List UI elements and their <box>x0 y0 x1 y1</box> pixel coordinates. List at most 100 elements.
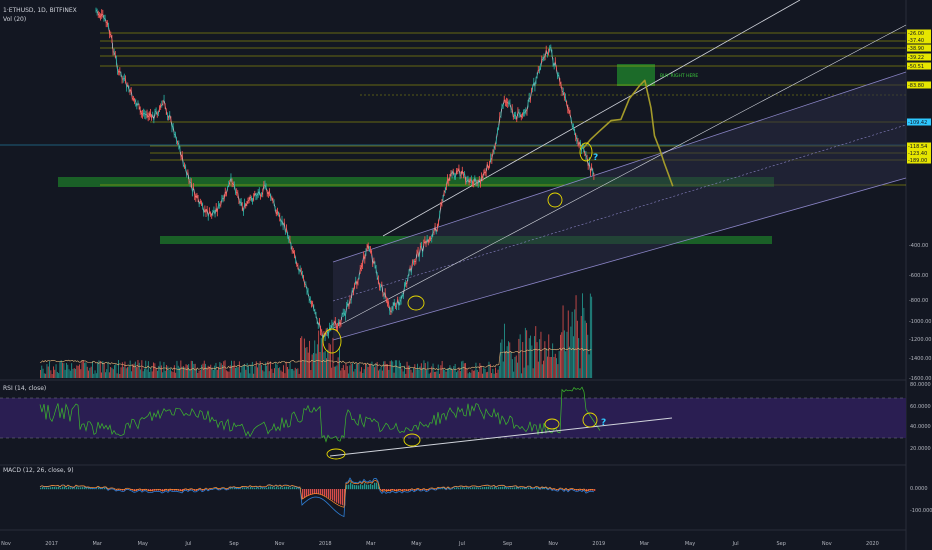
volume-bar <box>357 363 359 378</box>
macd-hist-bar <box>260 487 262 490</box>
volume-bar <box>545 348 547 378</box>
volume-bar <box>80 369 82 378</box>
volume-bar <box>406 361 408 378</box>
volume-bar <box>450 367 452 378</box>
volume-bar <box>162 372 164 378</box>
macd-hist-bar <box>520 487 522 490</box>
volume-bar <box>550 356 552 378</box>
volume-bar <box>374 367 375 378</box>
macd-hist-bar <box>484 486 486 490</box>
level-tag-text: -38.90 <box>908 46 924 52</box>
macd-hist-bar <box>278 487 280 490</box>
macd-hist-bar <box>516 487 518 490</box>
projection-path <box>582 79 674 187</box>
volume-bar <box>423 360 425 378</box>
volume-bar <box>591 296 593 378</box>
volume-bar <box>149 371 151 378</box>
volume-bar <box>432 363 434 378</box>
volume-bar <box>72 368 74 378</box>
volume-bar <box>445 371 447 378</box>
volume-bar <box>449 365 451 378</box>
volume-bar <box>582 293 583 378</box>
macd-hist-bar <box>118 489 120 491</box>
macd-hist-bar <box>208 489 210 491</box>
volume-bar <box>262 370 264 378</box>
volume-bar <box>318 330 320 378</box>
volume-bar <box>436 371 438 378</box>
volume-bar <box>150 367 152 378</box>
volume-bar <box>535 326 537 378</box>
volume-bar <box>495 367 496 378</box>
macd-hist-bar <box>66 487 68 490</box>
volume-bar <box>67 364 69 378</box>
volume-bar <box>235 367 236 378</box>
volume-bar <box>236 367 238 378</box>
volume-bar <box>298 373 300 378</box>
macd-legend: MACD (12, 26, close, 9) <box>3 467 74 474</box>
volume-bar <box>223 361 225 378</box>
volume-bar <box>207 365 209 378</box>
volume-bar <box>368 363 370 378</box>
macd-hist-bar <box>244 487 246 490</box>
macd-hist-bar <box>482 487 484 490</box>
volume-bar <box>413 367 414 378</box>
volume-bar <box>158 365 160 378</box>
macd-hist-bar <box>286 486 288 490</box>
volume-bar <box>199 369 201 378</box>
macd-hist-bar <box>298 488 300 490</box>
volume-bar <box>313 352 314 378</box>
volume-bar <box>522 342 524 378</box>
macd-hist-bar <box>318 489 320 495</box>
volume-bar <box>544 341 546 378</box>
volume-bar <box>337 357 339 378</box>
volume-bar <box>125 368 127 378</box>
volume-bar <box>166 364 167 378</box>
macd-hist-bar <box>334 489 336 502</box>
volume-bar <box>233 360 235 378</box>
volume-bar <box>589 293 591 378</box>
macd-hist-bar <box>116 489 118 491</box>
volume-bar <box>515 355 517 378</box>
macd-hist-bar <box>572 489 574 490</box>
rsi-axis-label: 60.0000 <box>910 404 931 410</box>
level-tag-text: -26.00 <box>908 31 924 37</box>
volume-bar <box>497 369 499 378</box>
volume-bar <box>71 363 73 378</box>
macd-hist-bar <box>82 487 84 490</box>
macd-hist-bar <box>434 489 436 490</box>
volume-bar <box>578 338 580 378</box>
circle-projection <box>579 142 593 162</box>
level-tag-box <box>907 53 931 61</box>
macd-hist-bar <box>44 487 46 490</box>
volume-bar <box>417 363 418 378</box>
level-tag-box <box>907 29 931 37</box>
volume-bar <box>41 365 43 378</box>
macd-hist-bar <box>218 489 220 490</box>
volume-bar <box>110 366 112 378</box>
volume-bar <box>210 364 212 378</box>
volume-bar <box>267 361 269 378</box>
volume-bar <box>285 361 287 378</box>
macd-hist-bar <box>68 486 70 490</box>
macd-hist-bar <box>316 489 318 495</box>
macd-hist-bar <box>544 488 546 490</box>
macd-hist-bar <box>456 487 458 490</box>
macd-hist-bar <box>290 487 292 490</box>
macd-hist-bar <box>184 489 186 491</box>
volume-bar <box>388 369 390 378</box>
macd-hist-bar <box>374 482 376 490</box>
macd-hist-bar <box>74 488 76 490</box>
macd-hist-bar <box>250 487 252 490</box>
time-axis-label: Sep <box>776 541 785 547</box>
volume-bar <box>314 340 316 378</box>
volume-bar <box>245 369 247 378</box>
volume-bar <box>548 334 550 378</box>
volume-bar <box>563 330 565 378</box>
macd-hist-bar <box>282 487 284 490</box>
macd-hist-bar <box>386 489 388 492</box>
volume-bar <box>469 372 470 378</box>
time-axis-label: 2020 <box>866 541 879 547</box>
volume-bar <box>401 368 403 378</box>
volume-bar <box>539 339 541 378</box>
volume-bar <box>586 322 587 378</box>
